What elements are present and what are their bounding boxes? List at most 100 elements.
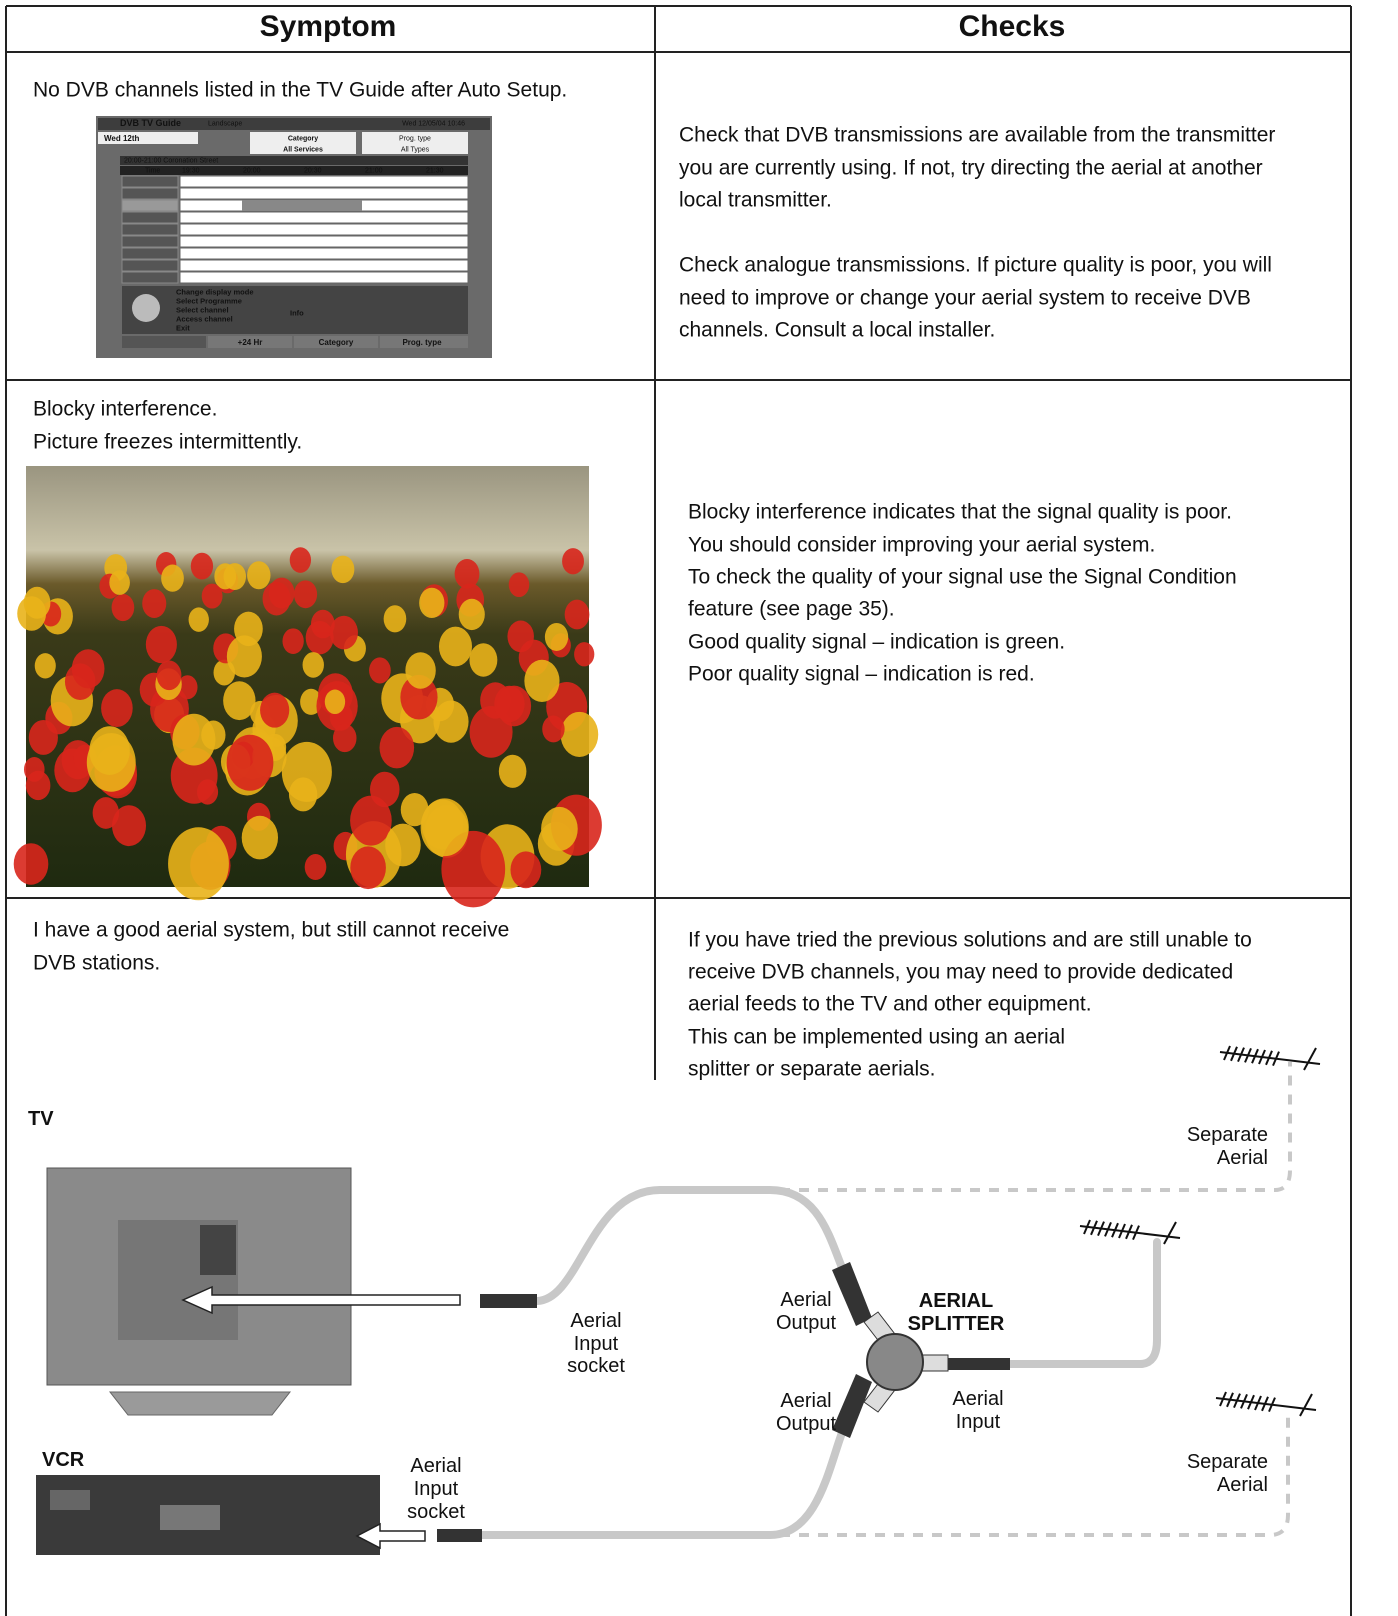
guide-bar: [120, 156, 468, 165]
checks-text: Check analogue transmissions. If picture…: [679, 254, 1272, 277]
splitter: [866, 1333, 924, 1391]
antenna-element: [1265, 1050, 1273, 1066]
guide-pad: [132, 294, 160, 322]
antenna-element: [1163, 1221, 1177, 1245]
guide-help: [122, 286, 468, 334]
tulip: [247, 561, 271, 590]
guide-tab: [98, 132, 198, 144]
diagram-label: Aerial: [780, 1289, 831, 1311]
tulip: [86, 733, 136, 792]
diagram-label: Input: [574, 1333, 619, 1355]
antenna-element: [1097, 1221, 1105, 1236]
tulip: [226, 635, 262, 678]
tv-stand: [108, 1391, 292, 1416]
checks-text: splitter or separate aerials.: [688, 1058, 935, 1081]
tulip: [469, 643, 498, 677]
dashed-cable: [780, 1410, 1290, 1537]
arrow: [355, 1522, 426, 1550]
antenna-element: [1237, 1047, 1245, 1062]
cable: [476, 1421, 849, 1539]
antenna-element: [1233, 1393, 1241, 1408]
tulip: [101, 689, 133, 728]
symptom-text: DVB stations.: [33, 952, 160, 975]
guide-text: Time: [145, 168, 160, 175]
guide-text: Select Programme: [176, 297, 242, 306]
tulip: [293, 580, 318, 609]
guide-row: [179, 187, 469, 200]
guide-text: Wed 12/05/04 10:46: [402, 121, 465, 128]
connector: [832, 1374, 872, 1438]
guide-text: 21:00: [365, 168, 383, 175]
diagram-label: Aerial: [1217, 1474, 1268, 1496]
antenna-element: [1258, 1049, 1266, 1065]
checks-text: aerial feeds to the TV and other equipme…: [688, 993, 1092, 1016]
diagram-label: Aerial: [570, 1310, 621, 1332]
tulip: [25, 770, 51, 801]
checks-text: Blocky interference indicates that the s…: [688, 501, 1232, 524]
guide-button: [294, 336, 378, 348]
tulip: [226, 734, 274, 791]
checks-text: To check the quality of your signal use …: [688, 566, 1237, 589]
tulip: [214, 563, 237, 590]
tulip-photo: [13, 466, 602, 908]
tulip: [156, 660, 182, 691]
tulip: [508, 572, 530, 598]
tulip: [438, 626, 473, 667]
antennas: [1079, 1045, 1321, 1417]
tulip: [282, 628, 304, 654]
cable: [1006, 1238, 1161, 1368]
guide-text: Prog. type: [399, 136, 431, 143]
tulip: [544, 622, 569, 651]
tulip: [268, 577, 295, 609]
tulip: [560, 711, 599, 758]
tulip: [288, 777, 318, 812]
diagram-label: socket: [407, 1501, 465, 1523]
tulip: [142, 589, 167, 618]
guide-button: [380, 336, 468, 348]
guide-row: [179, 223, 469, 236]
antenna-element: [1223, 1045, 1231, 1061]
antenna-element: [1299, 1393, 1313, 1417]
tulip: [150, 685, 189, 733]
checks-text: Poor quality signal – indication is red.: [688, 663, 1035, 686]
guide-text: All Types: [401, 147, 430, 154]
checks-text: you are currently using. If not, try dir…: [679, 157, 1263, 180]
tulip: [177, 675, 198, 700]
guide-text: Change display mode: [176, 288, 254, 297]
connector: [480, 1294, 537, 1308]
checks-text: receive DVB channels, you may need to pr…: [688, 961, 1233, 984]
symptom-text: Blocky interference.: [33, 398, 217, 421]
guide-row: [179, 271, 469, 284]
tulip: [498, 754, 527, 788]
tulip: [369, 657, 391, 684]
tulip: [433, 700, 469, 743]
guide-text: Prog. type: [402, 338, 442, 347]
antenna-element: [1268, 1397, 1276, 1412]
tulip: [510, 851, 542, 889]
guide-text: Category: [319, 338, 354, 347]
guide-button: [208, 336, 292, 348]
diagram-label: Output: [776, 1312, 836, 1334]
guide-text: Landscape: [208, 121, 242, 128]
guide-bar: [98, 118, 490, 130]
antenna-element: [1230, 1046, 1238, 1062]
tulip: [419, 587, 445, 619]
diagram-label: Separate: [1187, 1451, 1268, 1473]
diagram-label: SPLITTER: [908, 1313, 1005, 1335]
guide-cell: [121, 235, 179, 248]
column-header: Symptom: [260, 10, 397, 43]
antenna-element: [1118, 1223, 1126, 1239]
guide-cell: [121, 271, 179, 284]
tulip: [331, 555, 355, 584]
guide-cell: [242, 200, 362, 211]
guide-grid: [121, 175, 469, 284]
antenna-element: [1104, 1222, 1112, 1237]
connector: [948, 1358, 1010, 1370]
tulip: [223, 681, 256, 721]
diagram-label: AERIAL: [919, 1290, 993, 1312]
guide-text: 20:30: [304, 168, 322, 175]
antenna-element: [1090, 1220, 1098, 1236]
diagram-label: Aerial: [952, 1388, 1003, 1410]
